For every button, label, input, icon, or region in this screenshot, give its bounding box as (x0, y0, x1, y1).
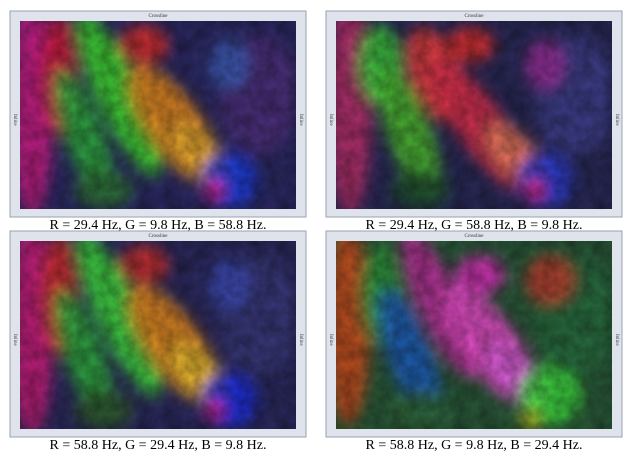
axis-right-label: Inline (298, 334, 303, 346)
texture (20, 241, 296, 429)
panel: Crossline Inline Inline (9, 10, 307, 218)
axis-top-label: Crossline (465, 234, 485, 239)
caption: R = 58.8 Hz, G = 29.4 Hz, B = 9.8 Hz. (50, 438, 267, 453)
axis-right-label: Inline (298, 114, 303, 126)
seismic-image (336, 241, 612, 429)
panel: Crossline Inline Inline (325, 10, 623, 218)
axis-right-label: Inline (614, 114, 619, 126)
axis-left-label: Inline (12, 334, 17, 346)
caption: R = 29.4 Hz, G = 9.8 Hz, B = 58.8 Hz. (50, 218, 267, 233)
texture (336, 21, 612, 209)
texture (20, 21, 296, 209)
panel: Crossline Inline Inline (9, 230, 307, 438)
axis-left-label: Inline (328, 334, 333, 346)
axis-top-label: Crossline (149, 14, 169, 19)
caption: R = 58.8 Hz, G = 9.8 Hz, B = 29.4 Hz. (366, 438, 583, 453)
axis-right-label: Inline (614, 334, 619, 346)
seismic-image (20, 21, 296, 209)
seismic-image (336, 21, 612, 209)
texture (336, 241, 612, 429)
seismic-image (20, 241, 296, 429)
caption: R = 29.4 Hz, G = 58.8 Hz, B = 9.8 Hz. (366, 218, 583, 233)
axis-top-label: Crossline (465, 14, 485, 19)
axis-left-label: Inline (328, 114, 333, 126)
axis-top-label: Crossline (149, 234, 169, 239)
panel: Crossline Inline Inline (325, 230, 623, 438)
axis-left-label: Inline (12, 114, 17, 126)
